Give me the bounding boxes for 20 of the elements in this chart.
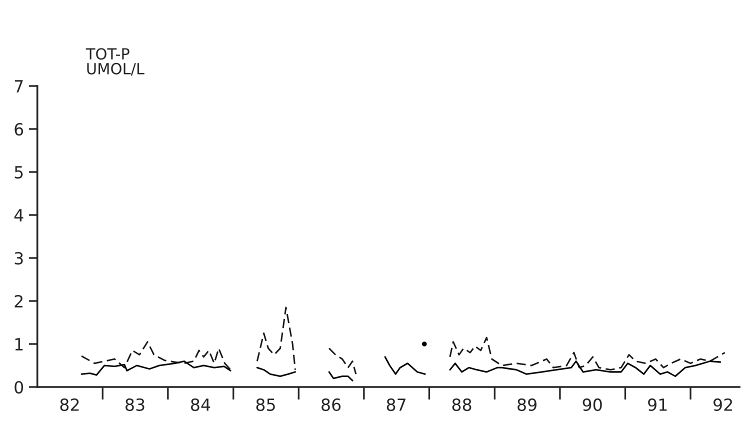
y-tick-label: 2 [14, 294, 22, 308]
y-tick-label: 1 [15, 338, 23, 350]
y-tick-label: 3 [14, 252, 23, 265]
y-axis-title: TOT-P UMOL/L [86, 48, 144, 76]
x-tick-label: 91 [648, 398, 667, 412]
x-tick-label: 89 [518, 398, 536, 412]
x-tick-label: 82 [60, 398, 79, 412]
y-tick-label: 0 [14, 380, 24, 394]
y-tick-label: 5 [14, 166, 23, 179]
x-tick-label: 87 [386, 398, 406, 412]
y-tick-label: 7 [14, 80, 23, 92]
x-tick-label: 92 [714, 398, 732, 412]
x-tick-label: 83 [126, 398, 144, 412]
x-tick-label: 88 [452, 398, 472, 412]
x-tick-label: 85 [256, 398, 275, 412]
y-tick-label: 4 [14, 209, 24, 222]
x-tick-label: 86 [322, 398, 341, 412]
y-tick-label: 6 [14, 122, 24, 136]
x-tick-label: 90 [582, 398, 602, 412]
x-tick-label: 84 [190, 398, 210, 412]
